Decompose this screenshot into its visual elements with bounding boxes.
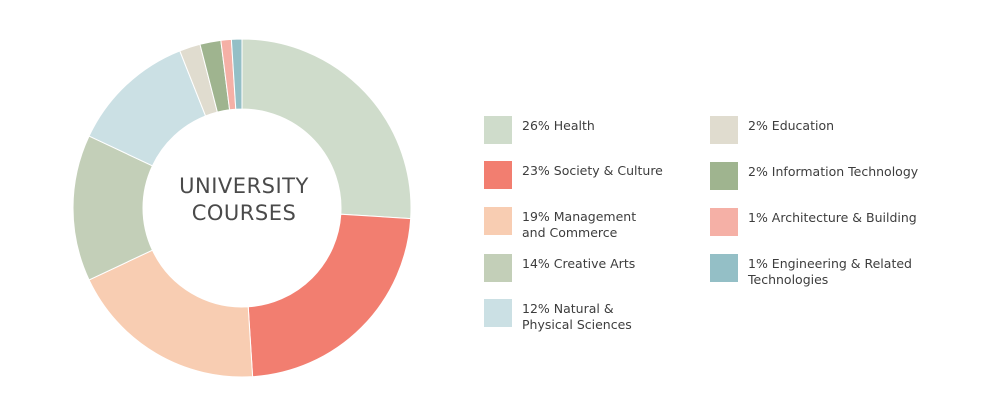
legend-label-creative-arts: 14% Creative Arts xyxy=(522,256,636,271)
chart-center-title: UNIVERSITY COURSES xyxy=(144,173,344,227)
legend-swatch-natural-physical-sciences xyxy=(484,299,512,327)
donut-chart: UNIVERSITY COURSES xyxy=(0,0,480,417)
legend-label-health: 26% Health xyxy=(522,118,595,133)
legend-label-education: 2% Education xyxy=(748,118,835,133)
legend-label-engineering-related: 1% Engineering & Related Technologies xyxy=(748,256,912,287)
legend-label-natural-physical-sciences: 12% Natural & Physical Sciences xyxy=(522,301,632,332)
donut-svg xyxy=(72,38,412,378)
legend-item-creative-arts: 14% Creative Arts xyxy=(484,254,697,282)
legend-swatch-health xyxy=(484,116,512,144)
chart-title-line-2: COURSES xyxy=(191,201,297,225)
legend-swatch-education xyxy=(710,116,738,144)
legend-item-education: 2% Education xyxy=(710,116,923,144)
legend-item-natural-physical-sciences: 12% Natural & Physical Sciences xyxy=(484,299,662,333)
slice-engineering-related-technologies xyxy=(230,38,243,110)
legend-label-management-commerce: 19% Management and Commerce xyxy=(522,209,637,240)
legend-label-architecture-building: 1% Architecture & Building xyxy=(748,210,917,225)
legend-swatch-engineering-related xyxy=(710,254,738,282)
legend-item-society-culture: 23% Society & Culture xyxy=(484,161,697,189)
slice-management-and-commerce xyxy=(88,249,254,378)
legend-swatch-information-technology xyxy=(710,162,738,190)
slice-health xyxy=(241,38,412,220)
legend-swatch-architecture-building xyxy=(710,208,738,236)
legend-item-health: 26% Health xyxy=(484,116,697,144)
legend-swatch-management-commerce xyxy=(484,207,512,235)
legend-swatch-creative-arts xyxy=(484,254,512,282)
legend-item-information-technology: 2% Information Technology xyxy=(710,162,923,190)
legend-item-management-commerce: 19% Management and Commerce xyxy=(484,207,662,241)
legend-item-architecture-building: 1% Architecture & Building xyxy=(710,208,923,236)
legend-label-information-technology: 2% Information Technology xyxy=(748,164,919,179)
slice-society-culture xyxy=(247,213,412,378)
chart-title-line-1: UNIVERSITY xyxy=(179,174,309,198)
legend-label-society-culture: 23% Society & Culture xyxy=(522,163,663,178)
legend-item-engineering-related: 1% Engineering & Related Technologies xyxy=(710,254,918,288)
legend-swatch-society-culture xyxy=(484,161,512,189)
